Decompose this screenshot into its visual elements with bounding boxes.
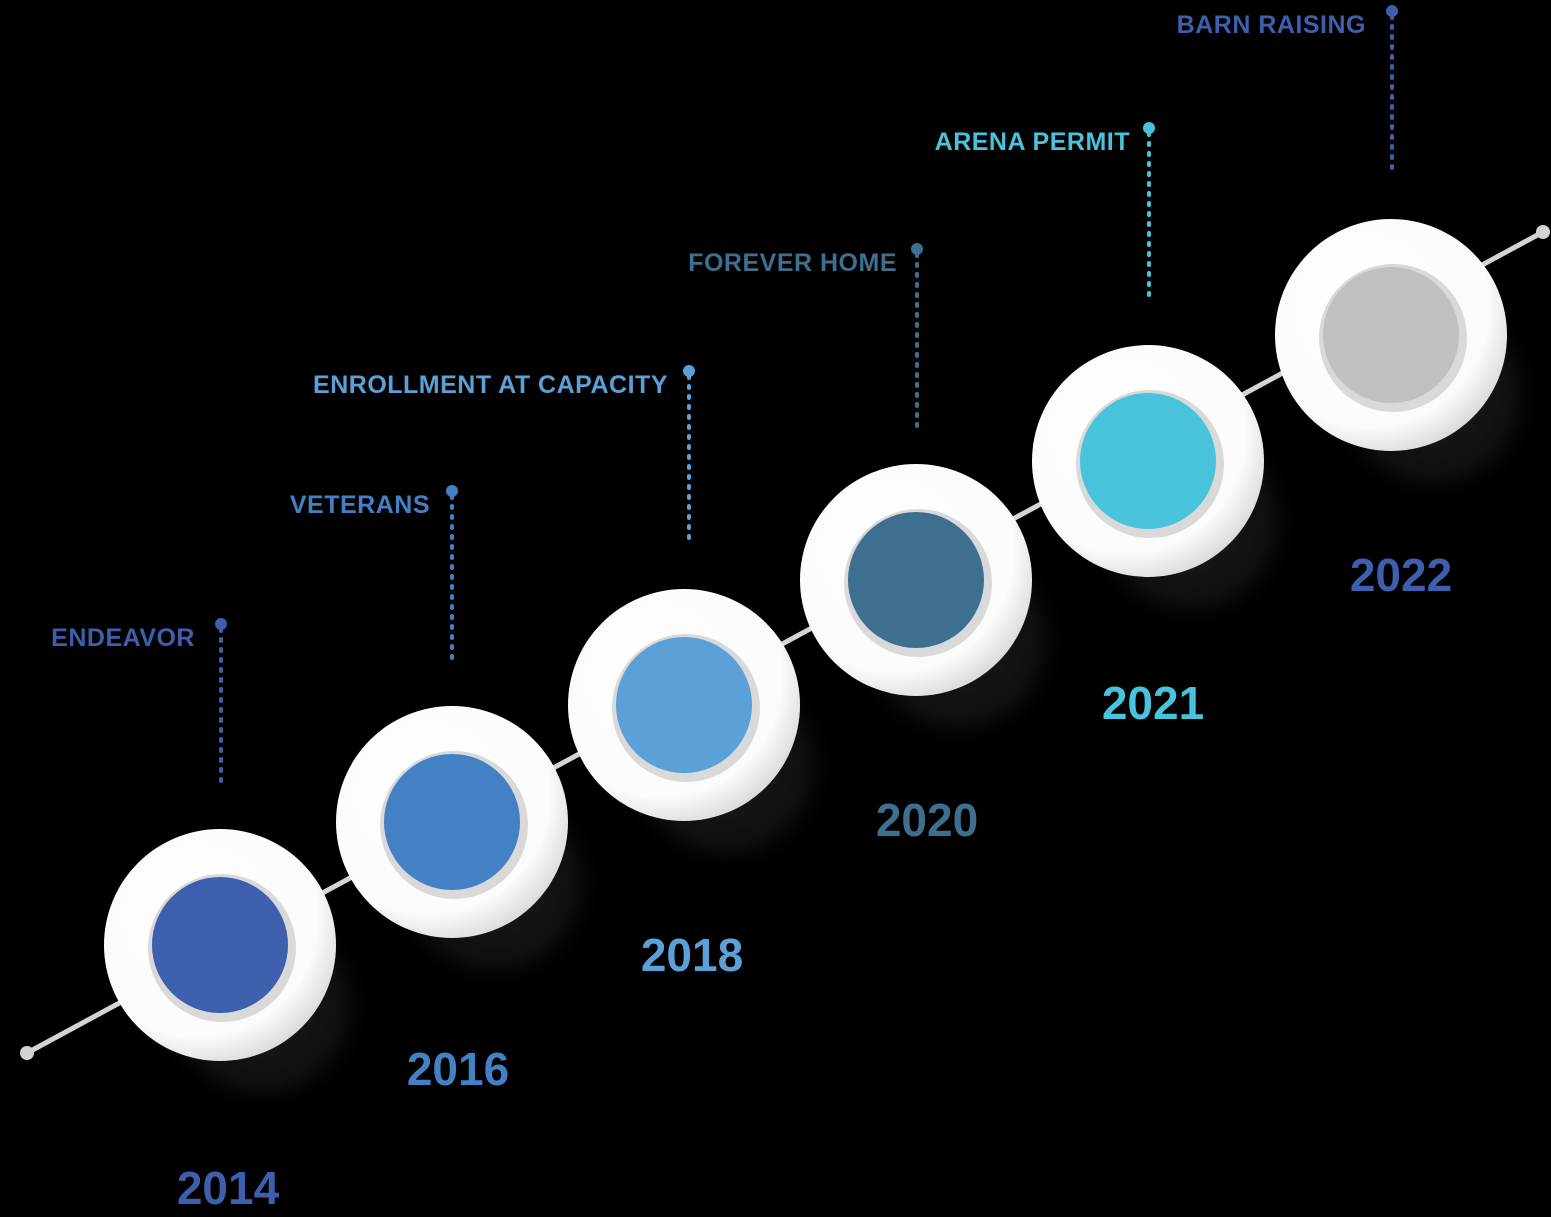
timeline-end-dot (1536, 225, 1550, 239)
milestone-label-2018: ENROLLMENT AT CAPACITY (313, 371, 668, 399)
year-label-2018: 2018 (641, 929, 743, 981)
year-label-2022: 2022 (1350, 549, 1452, 601)
year-label-2020: 2020 (876, 794, 978, 846)
milestone-label-2014: ENDEAVOR (51, 624, 195, 652)
year-label-2021: 2021 (1102, 677, 1204, 729)
timeline-nodes (104, 219, 1507, 1061)
connector-dot-2021 (1143, 122, 1155, 134)
year-label-2014: 2014 (177, 1162, 280, 1214)
milestone-labels: ENDEAVOR 2014 VETERANS 2016 ENROLLMENT AT CA… (51, 5, 1452, 1214)
year-label-2016: 2016 (407, 1043, 509, 1095)
node-disc-2022 (1323, 267, 1459, 403)
connector-dot-2014 (215, 618, 227, 630)
connector-dot-2016 (446, 485, 458, 497)
milestone-label-2020: FOREVER HOME (688, 249, 897, 277)
timeline-start-dot (20, 1046, 34, 1060)
connector-dot-2020 (911, 243, 923, 255)
connector-dot-2018 (683, 365, 695, 377)
node-disc-2021 (1080, 393, 1216, 529)
node-disc-2014 (152, 877, 288, 1013)
connector-dot-2022 (1386, 5, 1398, 17)
milestone-label-2022: BARN RAISING (1177, 11, 1366, 39)
node-disc-2018 (616, 637, 752, 773)
milestone-label-2016: VETERANS (290, 491, 430, 519)
node-disc-2020 (848, 512, 984, 648)
node-disc-2016 (384, 754, 520, 890)
milestone-label-2021: ARENA PERMIT (935, 128, 1130, 156)
